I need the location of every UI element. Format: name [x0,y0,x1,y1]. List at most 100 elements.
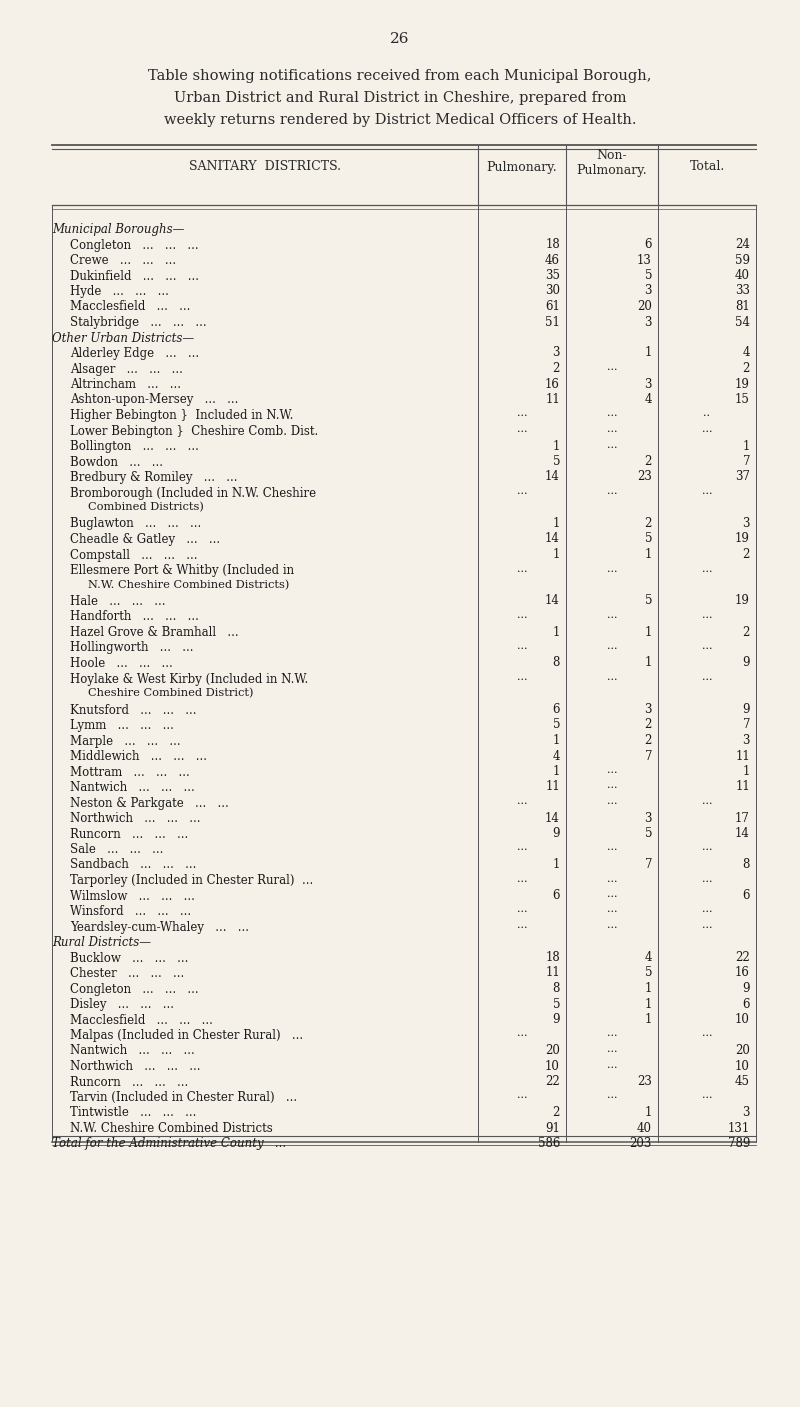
Text: ...: ... [517,563,527,574]
Text: 10: 10 [735,1013,750,1026]
Text: 2: 2 [742,626,750,639]
Text: 3: 3 [742,516,750,530]
Text: Handforth   ...   ...   ...: Handforth ... ... ... [70,611,199,623]
Text: ...: ... [702,424,712,433]
Text: ...: ... [606,673,618,682]
Text: 5: 5 [645,827,652,840]
Text: 13: 13 [637,253,652,266]
Text: Alsager   ...   ...   ...: Alsager ... ... ... [70,363,183,376]
Text: 61: 61 [545,300,560,312]
Text: Altrincham   ...   ...: Altrincham ... ... [70,378,181,391]
Text: 16: 16 [545,377,560,391]
Text: 30: 30 [545,284,560,297]
Text: 2: 2 [645,516,652,530]
Text: 11: 11 [735,750,750,763]
Text: Bucklow   ...   ...   ...: Bucklow ... ... ... [70,951,188,965]
Text: 3: 3 [645,704,652,716]
Text: N.W. Cheshire Combined Districts: N.W. Cheshire Combined Districts [70,1121,273,1135]
Text: Compstall   ...   ...   ...: Compstall ... ... ... [70,549,198,561]
Text: 59: 59 [735,253,750,266]
Text: 1: 1 [645,657,652,670]
Text: 1: 1 [645,1106,652,1119]
Text: ...: ... [606,611,618,620]
Text: 3: 3 [645,812,652,825]
Text: ...: ... [606,1090,618,1100]
Text: 1: 1 [553,439,560,453]
Text: ...: ... [517,642,527,651]
Text: 1: 1 [553,626,560,639]
Text: Ashton-upon-Mersey   ...   ...: Ashton-upon-Mersey ... ... [70,394,238,407]
Text: Hyde   ...   ...   ...: Hyde ... ... ... [70,286,169,298]
Text: 14: 14 [545,532,560,546]
Text: 8: 8 [742,858,750,871]
Text: Knutsford   ...   ...   ...: Knutsford ... ... ... [70,704,197,716]
Text: ...: ... [517,796,527,806]
Text: 33: 33 [735,284,750,297]
Text: 11: 11 [546,967,560,979]
Text: 16: 16 [735,967,750,979]
Text: Higher Bebington }  Included in N.W.: Higher Bebington } Included in N.W. [70,409,294,422]
Text: 35: 35 [545,269,560,281]
Text: 1: 1 [553,765,560,778]
Text: ...: ... [517,408,527,418]
Text: Wilmslow   ...   ...   ...: Wilmslow ... ... ... [70,889,195,902]
Text: 91: 91 [545,1121,560,1134]
Text: Northwich   ...   ...   ...: Northwich ... ... ... [70,1059,201,1074]
Text: Urban District and Rural District in Cheshire, prepared from: Urban District and Rural District in Che… [174,91,626,106]
Text: 19: 19 [735,595,750,608]
Text: 54: 54 [735,315,750,328]
Text: 3: 3 [742,1106,750,1119]
Text: Rural Districts—: Rural Districts— [52,936,151,948]
Text: 37: 37 [735,470,750,484]
Text: 586: 586 [538,1137,560,1150]
Text: Combined Districts): Combined Districts) [88,502,204,512]
Text: 1: 1 [645,982,652,995]
Text: 7: 7 [645,750,652,763]
Text: ...: ... [606,1044,618,1054]
Text: 7: 7 [742,454,750,469]
Text: Sale   ...   ...   ...: Sale ... ... ... [70,843,163,855]
Text: ...: ... [606,920,618,930]
Text: ...: ... [606,796,618,806]
Text: ...: ... [606,1059,618,1069]
Text: Sandbach   ...   ...   ...: Sandbach ... ... ... [70,858,196,871]
Text: 20: 20 [545,1044,560,1057]
Text: Hoylake & West Kirby (Included in N.W.: Hoylake & West Kirby (Included in N.W. [70,673,308,685]
Text: 8: 8 [553,657,560,670]
Text: ...: ... [606,1029,618,1038]
Text: 5: 5 [553,719,560,732]
Text: Table showing notifications received from each Municipal Borough,: Table showing notifications received fro… [148,69,652,83]
Text: 14: 14 [545,595,560,608]
Text: Hale   ...   ...   ...: Hale ... ... ... [70,595,166,608]
Text: 2: 2 [553,362,560,376]
Text: 8: 8 [553,982,560,995]
Text: Congleton   ...   ...   ...: Congleton ... ... ... [70,239,198,252]
Text: Chester   ...   ...   ...: Chester ... ... ... [70,967,184,981]
Text: 9: 9 [742,657,750,670]
Text: Nantwich   ...   ...   ...: Nantwich ... ... ... [70,1044,194,1058]
Text: 3: 3 [553,346,560,360]
Text: Stalybridge   ...   ...   ...: Stalybridge ... ... ... [70,317,206,329]
Text: 40: 40 [735,269,750,281]
Text: Macclesfield   ...   ...: Macclesfield ... ... [70,301,190,314]
Text: ...: ... [517,920,527,930]
Text: 40: 40 [637,1121,652,1134]
Text: ...: ... [517,1029,527,1038]
Text: 15: 15 [735,393,750,407]
Text: 5: 5 [645,269,652,281]
Text: Disley   ...   ...   ...: Disley ... ... ... [70,998,174,1012]
Text: 45: 45 [735,1075,750,1088]
Text: 7: 7 [645,858,652,871]
Text: ...: ... [702,642,712,651]
Text: Non-
Pulmonary.: Non- Pulmonary. [577,149,647,177]
Text: ...: ... [606,485,618,497]
Text: 1: 1 [742,439,750,453]
Text: ...: ... [517,905,527,915]
Text: ...: ... [702,874,712,884]
Text: Runcorn   ...   ...   ...: Runcorn ... ... ... [70,827,188,840]
Text: 26: 26 [390,32,410,46]
Text: Northwich   ...   ...   ...: Northwich ... ... ... [70,812,201,825]
Text: 9: 9 [742,704,750,716]
Text: Malpas (Included in Chester Rural)   ...: Malpas (Included in Chester Rural) ... [70,1029,303,1043]
Text: 9: 9 [742,982,750,995]
